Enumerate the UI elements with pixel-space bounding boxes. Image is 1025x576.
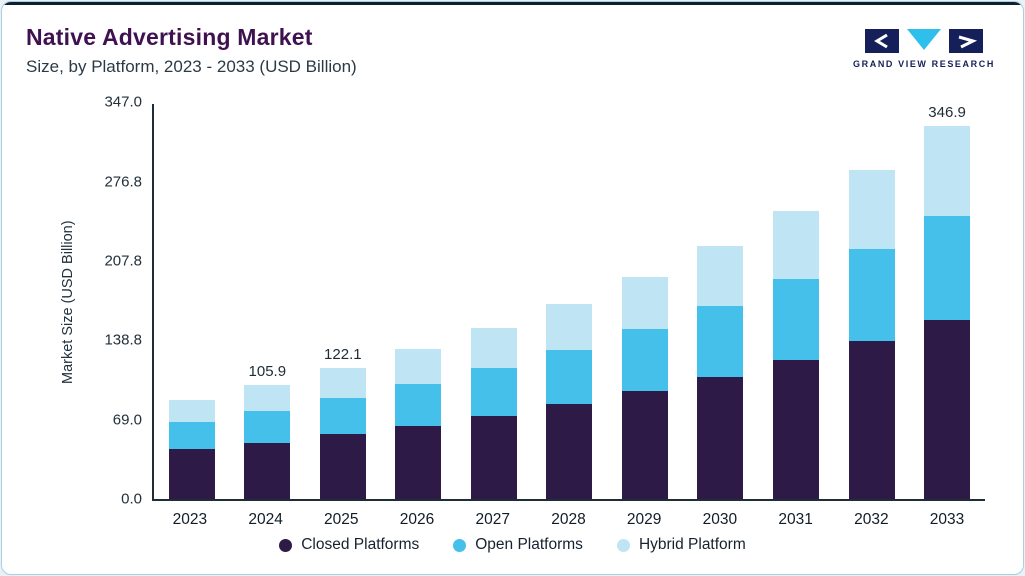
bar-segment-closed-platforms xyxy=(546,404,593,499)
x-axis-tick-label: 2027 xyxy=(475,511,510,528)
bar-segment-open-platforms xyxy=(470,367,517,416)
bar-group-2030 xyxy=(697,245,744,499)
bar-group-2031 xyxy=(773,210,820,499)
x-axis-tick-label: 2031 xyxy=(778,511,813,528)
bar-group-2029 xyxy=(621,276,668,499)
x-axis-tick-label: 2032 xyxy=(854,511,889,528)
bar-segment-open-platforms xyxy=(621,329,668,392)
bar-group-2033: 346.9 xyxy=(924,103,971,499)
bar-segment-hybrid-platform xyxy=(470,328,517,368)
x-axis-tick-label: 2024 xyxy=(248,511,283,528)
page-title: Native Advertising Market xyxy=(26,24,313,50)
legend-swatch-icon xyxy=(453,538,467,552)
bar-group-2026 xyxy=(395,348,442,499)
y-axis-tick-label: 0.0 xyxy=(121,490,142,508)
legend-label: Open Platforms xyxy=(475,536,583,553)
bar-group-2023 xyxy=(168,399,215,499)
header: Native Advertising Market Size, by Platf… xyxy=(26,24,357,77)
bar-total-label: 105.9 xyxy=(248,363,287,381)
logo-mark-icon xyxy=(865,29,983,53)
y-axis-tick-label: 207.8 xyxy=(104,252,142,270)
y-axis-tick-label: 138.8 xyxy=(104,331,142,349)
y-axis-tick-label: 276.8 xyxy=(104,173,142,191)
legend-label: Closed Platforms xyxy=(301,536,420,553)
bar-group-2025: 122.1 xyxy=(319,345,366,499)
y-axis-tick-label: 69.0 xyxy=(112,411,142,429)
bar-segment-open-platforms xyxy=(244,410,291,443)
bars-layer: 105.9 122.1 346.9 xyxy=(154,104,985,499)
bar-segment-open-platforms xyxy=(848,248,895,342)
y-axis-tick-label: 347.0 xyxy=(104,93,142,111)
bar-segment-hybrid-platform xyxy=(395,348,442,384)
x-axis-tick-label: 2023 xyxy=(172,511,208,528)
x-axis-tick-label: 2030 xyxy=(702,511,738,528)
top-accent-bar xyxy=(2,2,1023,5)
x-axis-tick-label: 2033 xyxy=(929,511,965,528)
bar-group-2024: 105.9 xyxy=(244,363,291,499)
x-axis-tick-label: 2026 xyxy=(399,511,435,528)
bar-segment-closed-platforms xyxy=(395,425,442,499)
x-axis-tick-label: 2028 xyxy=(551,511,586,528)
bar-segment-hybrid-platform xyxy=(168,399,215,422)
page-subtitle: Size, by Platform, 2023 - 2033 (USD Bill… xyxy=(26,57,357,76)
bar-segment-hybrid-platform xyxy=(697,245,744,306)
legend-item-open-platforms: Open Platforms xyxy=(453,536,583,554)
bar-segment-hybrid-platform xyxy=(319,367,366,398)
bar-group-2032 xyxy=(848,170,895,499)
bar-segment-closed-platforms xyxy=(319,434,366,499)
bar-segment-hybrid-platform xyxy=(244,385,291,411)
legend-swatch-icon xyxy=(279,538,293,552)
bar-total-label: 122.1 xyxy=(324,345,362,363)
bar-segment-closed-platforms xyxy=(848,341,895,499)
legend-label: Hybrid Platform xyxy=(638,536,746,553)
bar-segment-open-platforms xyxy=(168,421,215,450)
bar-segment-open-platforms xyxy=(924,215,971,321)
bar-segment-hybrid-platform xyxy=(924,125,971,216)
grand-view-research-logo: GRAND VIEW RESEARCH xyxy=(849,28,999,69)
bar-segment-open-platforms xyxy=(546,349,593,405)
y-axis-title: Market Size (USD Billion) xyxy=(60,220,76,385)
bar-segment-hybrid-platform xyxy=(621,276,668,330)
bar-segment-closed-platforms xyxy=(168,449,215,499)
bar-segment-closed-platforms xyxy=(621,391,668,499)
x-axis-tick-label: 2025 xyxy=(324,511,359,528)
legend-swatch-icon xyxy=(616,538,630,552)
legend-item-hybrid-platform: Hybrid Platform xyxy=(616,536,746,554)
bar-segment-open-platforms xyxy=(773,279,820,360)
bar-segment-open-platforms xyxy=(319,397,366,435)
bar-segment-hybrid-platform xyxy=(546,304,593,350)
legend-item-closed-platforms: Closed Platforms xyxy=(279,536,419,554)
bar-segment-closed-platforms xyxy=(773,359,820,499)
x-axis-tick-label: 2029 xyxy=(626,511,662,528)
bar-segment-closed-platforms xyxy=(470,415,517,499)
bar-segment-closed-platforms xyxy=(244,442,291,499)
plot-area: 105.9 122.1 346.9 0.0 69.0 138.8 207.8 276.8 34… xyxy=(104,94,985,508)
bar-segment-hybrid-platform xyxy=(773,210,820,280)
bar-total-label: 346.9 xyxy=(928,103,966,121)
bar-group-2027 xyxy=(470,328,517,499)
bar-segment-hybrid-platform xyxy=(848,170,895,249)
logo-text: GRAND VIEW RESEARCH xyxy=(853,59,995,69)
bar-segment-closed-platforms xyxy=(924,320,971,499)
x-axis-labels: 2023 2024 2025 2026 2027 2028 2029 2030 2031 2032… xyxy=(152,511,985,529)
bar-segment-closed-platforms xyxy=(697,376,744,499)
bar-segment-open-platforms xyxy=(697,305,744,377)
legend: Closed Platforms Open Platforms Hybrid Pla… xyxy=(2,536,1023,554)
bar-segment-open-platforms xyxy=(395,383,442,426)
bar-group-2028 xyxy=(546,304,593,499)
